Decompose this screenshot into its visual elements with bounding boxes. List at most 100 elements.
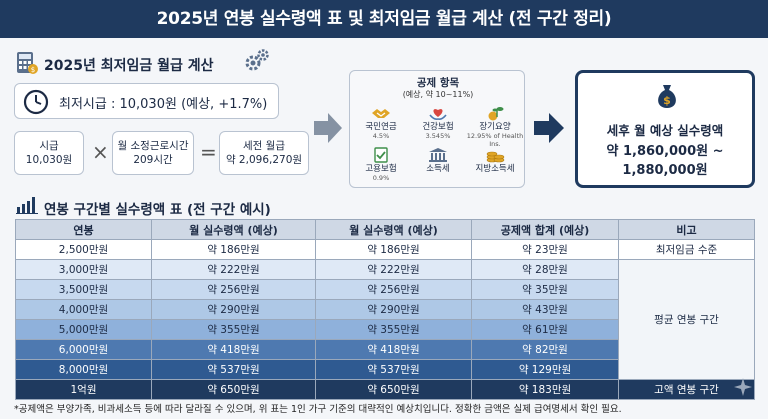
deduction-label: 지방소득세 xyxy=(475,164,515,174)
deduction-cell: 약 43만원 xyxy=(471,299,619,320)
net-pay-cell: 약 537만원 xyxy=(315,359,472,380)
header-deduction: 공제액 합계 (예상) xyxy=(471,219,619,240)
monthly-hours-box: 월 소정근로시간 209시간 xyxy=(112,131,194,175)
page-title: 2025년 연봉 실수령액 표 및 최저임금 월급 계산 (전 구간 정리) xyxy=(0,0,768,38)
coins-icon xyxy=(486,151,505,163)
sparkle-icon xyxy=(734,378,752,400)
min-wage-section-title: 2025년 최저임금 월급 계산 xyxy=(44,58,214,74)
salary-table-title: 연봉 구간별 실수령액 표 (전 구간 예시) xyxy=(44,202,271,218)
salary-cell: 3,500만원 xyxy=(15,279,152,300)
table-row: 5,000만원 약 355만원 약 355만원 약 61만원 xyxy=(15,319,755,340)
header-net-pay-1: 월 실수령액 (예상) xyxy=(151,219,316,240)
salary-cell: 2,500만원 xyxy=(15,239,152,260)
note-cell: 평균 연봉 구간 xyxy=(618,259,755,380)
hourly-wage-label: 시급 xyxy=(39,140,59,152)
deduction-rate: 3.545% xyxy=(425,132,451,140)
table-row: 2,500만원 약 186만원 약 186만원 약 23만원 최저임금 수준 xyxy=(15,239,755,260)
net-pay-cell: 약 355만원 xyxy=(315,319,472,340)
deduction-cell: 약 28만원 xyxy=(471,259,619,280)
salary-cell: 1억원 xyxy=(15,379,152,400)
deduction-rate: 4.5% xyxy=(372,132,390,140)
salary-cell: 6,000만원 xyxy=(15,339,152,360)
deductions-box: 공제 항목 (예상, 약 10~11%) 국민연금 4.5% 건강보험 3.54… xyxy=(349,70,525,188)
salary-cell: 5,000만원 xyxy=(15,319,152,340)
deduction-cell: 약 61만원 xyxy=(471,319,619,340)
header-note: 비고 xyxy=(618,219,755,240)
net-pay-cell: 약 256만원 xyxy=(151,279,316,300)
deduction-label: 국민연금 xyxy=(365,122,397,132)
table-row: 6,000만원 약 418만원 약 418만원 약 82만원 xyxy=(15,339,755,360)
deduction-item-health: 건강보험 3.545% xyxy=(409,105,467,140)
min-hourly-wage-text: 최저시급 : 10,030원 (예상, +1.7%) xyxy=(59,97,268,112)
table-row: 1억원 약 650만원 약 650만원 약 183만원 고액 연봉 구간 xyxy=(15,379,755,400)
deduction-cell: 약 183만원 xyxy=(471,379,619,400)
note-cell: 최저임금 수준 xyxy=(618,239,755,260)
salary-table: 연봉 월 실수령액 (예상) 월 실수령액 (예상) 공제액 합계 (예상) 비… xyxy=(15,219,755,400)
equals-sign: = xyxy=(200,140,217,164)
net-pay-cell: 약 290만원 xyxy=(151,299,316,320)
arrow-right-icon xyxy=(314,112,342,148)
net-pay-cell: 약 537만원 xyxy=(151,359,316,380)
net-pay-cell: 약 256만원 xyxy=(315,279,472,300)
min-hourly-wage-box: 최저시급 : 10,030원 (예상, +1.7%) xyxy=(14,83,279,119)
table-row: 4,000만원 약 290만원 약 290만원 약 43만원 xyxy=(15,299,755,320)
header-net-pay-2: 월 실수령액 (예상) xyxy=(315,219,472,240)
net-pay-cell: 약 186만원 xyxy=(151,239,316,260)
salary-cell: 3,000만원 xyxy=(15,259,152,280)
net-pay-value-line2: 1,880,000원 xyxy=(622,163,708,178)
net-pay-value-line1: 약 1,860,000원 ~ xyxy=(606,144,724,159)
heart-hands-icon xyxy=(429,109,447,120)
table-row: 3,000만원 약 222만원 약 222만원 약 28만원 평균 연봉 구간 xyxy=(15,259,755,380)
arrow-right-icon xyxy=(534,112,564,148)
table-header-row: 연봉 월 실수령액 (예상) 월 실수령액 (예상) 공제액 합계 (예상) 비… xyxy=(15,219,755,240)
gross-pay-value: 약 2,096,270원 xyxy=(225,154,303,166)
net-pay-cell: 약 186만원 xyxy=(315,239,472,260)
salary-cell: 4,000만원 xyxy=(15,299,152,320)
net-pay-cell: 약 222만원 xyxy=(315,259,472,280)
deduction-item-longterm-care: 장기요양 12.95% of Health Ins. xyxy=(466,105,524,148)
bar-chart-icon xyxy=(16,196,38,218)
net-pay-cell: 약 418만원 xyxy=(315,339,472,360)
salary-cell: 8,000만원 xyxy=(15,359,152,380)
money-bag-icon: $ xyxy=(652,81,682,115)
net-pay-box: $ 세후 월 예상 실수령액 약 1,860,000원 ~ 1,880,000원 xyxy=(575,70,755,188)
net-pay-cell: 약 650만원 xyxy=(315,379,472,400)
deduction-cell: 약 82만원 xyxy=(471,339,619,360)
footnote: *공제액은 부양가족, 비과세소득 등에 따라 달라질 수 있으며, 위 표는 … xyxy=(14,404,622,415)
svg-text:$: $ xyxy=(31,66,35,74)
deduction-cell: 약 129만원 xyxy=(471,359,619,380)
svg-text:$: $ xyxy=(663,94,671,107)
deductions-subtitle: (예상, 약 10~11%) xyxy=(402,90,474,99)
gear-icon xyxy=(244,48,270,76)
net-pay-label: 세후 월 예상 실수령액 xyxy=(606,123,724,138)
deduction-rate: 12.95% of Health Ins. xyxy=(466,132,524,148)
net-pay-cell: 약 355만원 xyxy=(151,319,316,340)
table-row: 3,500만원 약 256만원 약 256만원 약 35만원 xyxy=(15,279,755,300)
deductions-title: 공제 항목 xyxy=(416,77,460,89)
checklist-icon xyxy=(374,147,388,163)
hourly-wage-box: 시급 10,030원 xyxy=(14,131,84,175)
deduction-item-employment: 고용보험 0.9% xyxy=(352,147,410,182)
calculator-icon: $ xyxy=(16,51,38,75)
header-salary: 연봉 xyxy=(15,219,152,240)
gross-pay-label: 세전 월급 xyxy=(243,140,285,152)
deduction-rate: 0.9% xyxy=(372,174,390,182)
note-cell: 고액 연봉 구간 xyxy=(618,379,755,400)
deduction-cell: 약 35만원 xyxy=(471,279,619,300)
deduction-item-income-tax: 소득세 xyxy=(409,147,467,174)
net-pay-cell: 약 222만원 xyxy=(151,259,316,280)
deduction-label: 건강보험 xyxy=(422,122,454,132)
monthly-hours-label: 월 소정근로시간 xyxy=(117,140,189,152)
clock-icon xyxy=(23,89,49,119)
deduction-cell: 약 23만원 xyxy=(471,239,619,260)
bank-icon xyxy=(429,148,447,162)
net-pay-cell: 약 650만원 xyxy=(151,379,316,400)
gross-pay-box: 세전 월급 약 2,096,270원 xyxy=(219,131,309,175)
multiply-sign: × xyxy=(92,140,109,164)
net-pay-cell: 약 290만원 xyxy=(315,299,472,320)
deduction-label: 장기요양 xyxy=(479,122,511,132)
plant-money-icon xyxy=(488,107,504,121)
hourly-wage-value: 10,030원 xyxy=(25,154,73,166)
net-pay-cell: 약 418만원 xyxy=(151,339,316,360)
monthly-hours-value: 209시간 xyxy=(133,154,173,166)
